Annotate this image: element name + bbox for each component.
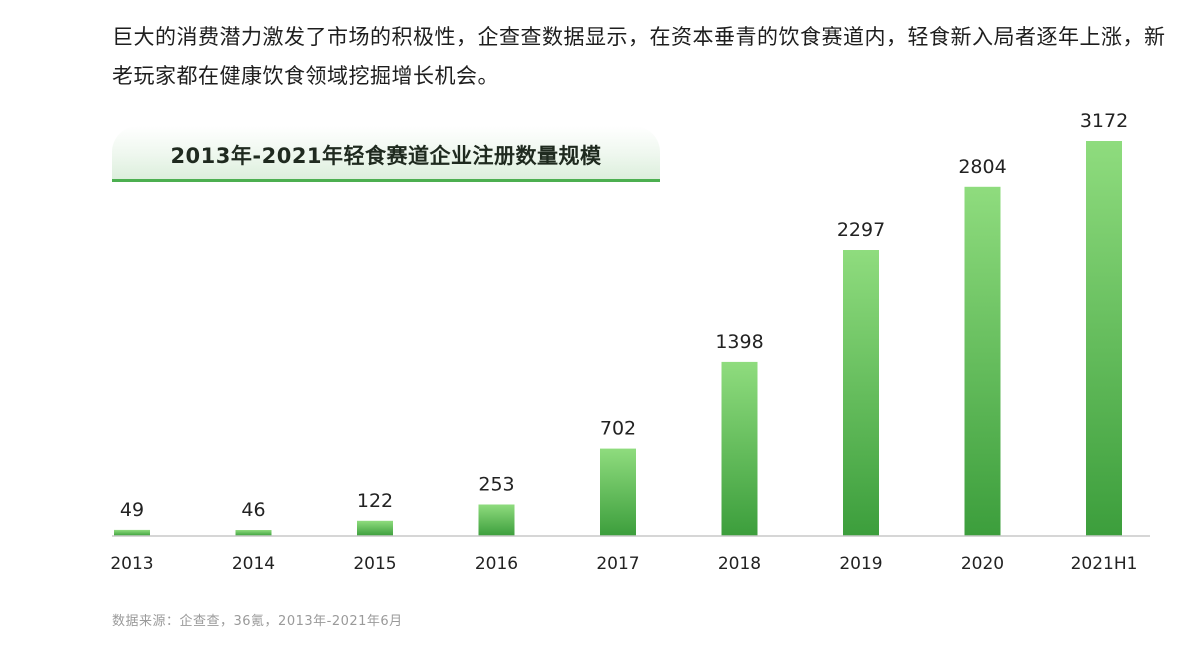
bar-2014 <box>235 530 272 536</box>
bar-2015 <box>357 520 393 536</box>
x-tick-label-2015: 2015 <box>353 554 396 574</box>
bar-2016 <box>478 504 515 536</box>
chart-title-banner: 2013年-2021年轻食赛道企业注册数量规模 <box>112 126 660 182</box>
bar-2019 <box>843 250 879 536</box>
data-label-2015: 122 <box>357 490 393 512</box>
x-tick-label-2021H1: 2021H1 <box>1071 554 1138 574</box>
bar-2013 <box>114 529 150 536</box>
bar-2018 <box>721 361 758 536</box>
chart-title: 2013年-2021年轻食赛道企业注册数量规模 <box>170 144 602 168</box>
x-tick-label-2013: 2013 <box>110 554 153 574</box>
data-label-2017: 702 <box>600 418 636 440</box>
data-label-2014: 46 <box>241 499 265 521</box>
bars-layer: 49 2013 46 2014 122 2015 253 2016 702 2017 1398 201… <box>110 110 1137 574</box>
data-label-2019: 2297 <box>837 219 885 241</box>
data-label-2013: 49 <box>120 499 144 521</box>
source-note: 数据来源：企查查，36氪，2013年-2021年6月 <box>112 614 403 629</box>
x-tick-label-2019: 2019 <box>839 554 882 574</box>
bar-2017 <box>600 448 636 536</box>
data-label-2021H1: 3172 <box>1080 110 1128 132</box>
data-label-2020: 2804 <box>958 156 1006 178</box>
bar-2020 <box>964 186 1001 537</box>
x-tick-label-2020: 2020 <box>961 554 1004 574</box>
bar-2021H1 <box>1086 141 1122 536</box>
data-label-2016: 253 <box>478 474 514 496</box>
x-tick-label-2018: 2018 <box>718 554 761 574</box>
x-tick-label-2017: 2017 <box>596 554 639 574</box>
x-tick-label-2016: 2016 <box>475 554 518 574</box>
x-tick-label-2014: 2014 <box>232 554 275 574</box>
data-label-2018: 1398 <box>715 331 763 353</box>
intro-paragraph: 巨大的消费潜力激发了市场的积极性，企查查数据显示，在资本垂青的饮食赛道内，轻食新… <box>112 25 1166 88</box>
